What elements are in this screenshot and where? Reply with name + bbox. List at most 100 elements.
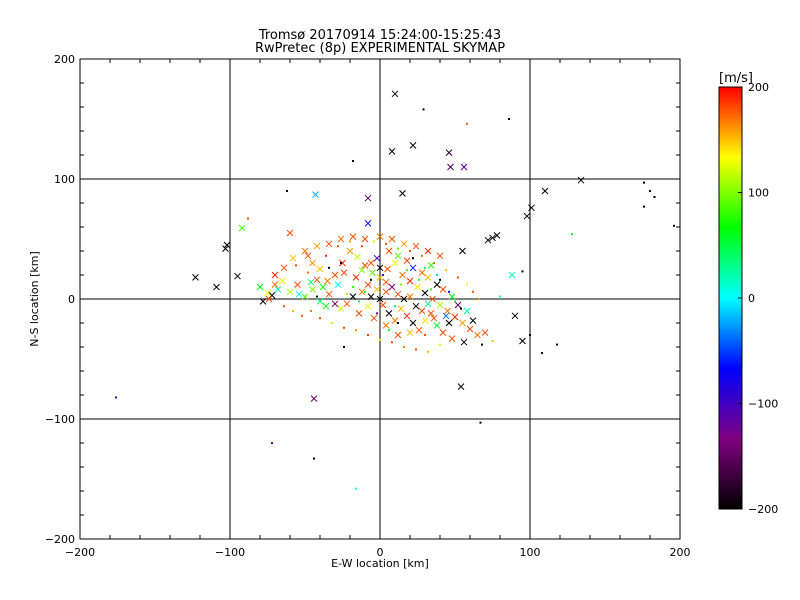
scatter-point-x	[213, 283, 220, 291]
scatter-point-dot	[400, 283, 402, 286]
scatter-point-dot	[445, 269, 447, 272]
scatter-point-x	[337, 305, 345, 312]
scatter-point-x	[442, 312, 450, 320]
scatter-point-x	[409, 142, 417, 149]
scatter-point-dot	[460, 307, 462, 310]
scatter-point-x	[577, 176, 585, 184]
scatter-point-dot	[361, 245, 363, 248]
scatter-point-dot	[556, 343, 558, 346]
y-axis-label: N-S location [km]	[28, 251, 41, 347]
scatter-point-x	[382, 322, 390, 329]
scatter-point-dot	[367, 334, 369, 336]
x-tick-label: −100	[215, 546, 245, 559]
colorbar-tick-label: 200	[748, 81, 769, 94]
scatter-point-x	[376, 233, 384, 240]
scatter-point-x	[406, 293, 414, 300]
scatter-point-dot	[412, 257, 414, 260]
scatter-point-x	[444, 307, 451, 315]
scatter-point-dot	[479, 421, 482, 424]
scatter-point-x	[364, 194, 372, 202]
scatter-point-dot	[394, 305, 396, 308]
scatter-point-dot	[653, 196, 656, 198]
scatter-point-x	[382, 288, 390, 296]
scatter-point-dot	[466, 283, 468, 286]
y-tick-label: −200	[45, 533, 75, 546]
scatter-point-dot	[295, 264, 297, 267]
scatter-point-x	[346, 247, 354, 255]
y-tick-label: 100	[54, 173, 75, 186]
scatter-point-x	[313, 276, 321, 284]
scatter-point-dot	[292, 310, 294, 312]
scatter-point-x	[343, 300, 351, 308]
scatter-point-dot	[301, 314, 303, 317]
scatter-point-dot	[352, 286, 354, 288]
scatter-point-x	[301, 247, 309, 255]
scatter-point-x	[412, 302, 420, 310]
scatter-point-dot	[331, 322, 333, 324]
scatter-point-dot	[491, 340, 494, 342]
scatter-point-x	[388, 148, 396, 155]
scatter-point-x	[354, 253, 361, 261]
scatter-point-dot	[370, 278, 372, 281]
scatter-point-x	[400, 295, 408, 303]
scatter-point-x	[376, 295, 384, 303]
scatter-point-x	[459, 319, 466, 327]
scatter-point-x	[361, 262, 369, 269]
scatter-point-dot	[340, 262, 342, 264]
scatter-point-dot	[649, 190, 651, 192]
scatter-point-dot	[247, 217, 249, 220]
scatter-point-x	[364, 281, 372, 288]
scatter-point-x	[484, 236, 492, 244]
y-tick-label: −100	[45, 413, 75, 426]
scatter-point-x	[424, 300, 432, 308]
scatter-point-x	[319, 283, 327, 291]
scatter-point-dot	[310, 310, 312, 312]
colorbar-tick-label: 100	[748, 187, 769, 200]
scatter-point-x	[385, 247, 393, 255]
scatter-point-dot	[355, 487, 357, 490]
scatter-point-x	[313, 242, 321, 250]
scatter-point-x	[424, 274, 432, 281]
scatter-point-dot	[337, 245, 339, 248]
scatter-point-x	[264, 289, 271, 297]
scatter-point-x	[316, 265, 324, 273]
scatter-point-x	[367, 293, 375, 300]
scatter-point-x	[388, 283, 396, 291]
scatter-point-x	[222, 245, 229, 252]
scatter-point-x	[301, 293, 309, 300]
scatter-point-dot	[319, 317, 321, 320]
scatter-point-x	[436, 301, 444, 309]
scatter-point-dot	[454, 300, 456, 303]
scatter-point-x	[457, 383, 465, 390]
scatter-point-x	[414, 283, 421, 291]
scatter-point-dot	[307, 271, 309, 274]
scatter-point-dot	[529, 334, 531, 336]
scatter-point-x	[304, 252, 312, 260]
scatter-point-dot	[271, 442, 273, 444]
scatter-point-x	[403, 312, 411, 320]
x-tick-label: 200	[670, 546, 691, 559]
scatter-point-x	[391, 90, 399, 98]
scatter-point-x	[384, 265, 391, 273]
scatter-point-x	[421, 317, 429, 324]
scatter-point-x	[394, 290, 402, 298]
scatter-point-x	[325, 290, 333, 298]
scatter-point-x	[364, 220, 372, 227]
scatter-point-x	[403, 257, 411, 264]
colorbar-tick-label: 0	[748, 292, 755, 305]
colorbar-label: [m/s]	[719, 71, 753, 86]
scatter-point-x	[528, 204, 535, 212]
scatter-point-x	[418, 307, 426, 315]
scatter-point-x	[271, 281, 279, 288]
scatter-point-x	[324, 277, 331, 285]
scatter-point-x	[322, 302, 330, 310]
scatter-point-x	[349, 293, 357, 300]
scatter-point-x	[394, 252, 402, 260]
scatter-point-x	[451, 313, 459, 321]
scatter-point-x	[519, 337, 526, 345]
scatter-point-x	[265, 295, 273, 303]
scatter-point-x	[391, 259, 399, 267]
scatter-point-x	[418, 269, 426, 276]
scatter-point-dot	[422, 108, 425, 111]
scatter-point-x	[399, 271, 406, 279]
